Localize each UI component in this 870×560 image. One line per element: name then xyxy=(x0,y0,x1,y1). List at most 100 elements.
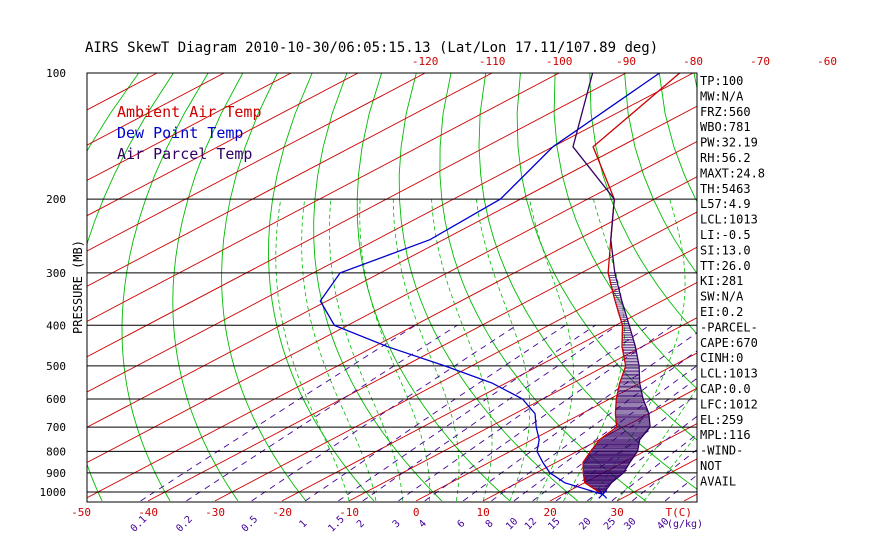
mixing-ratio-tick-label: 10 xyxy=(504,516,520,532)
moist-adiabat xyxy=(275,199,350,502)
isotherm xyxy=(87,73,292,181)
bottom-temp-tick-label: 20 xyxy=(544,506,557,519)
stability-index: KI:281 xyxy=(700,274,743,288)
moist-adiabat xyxy=(529,199,574,502)
dry-adiabat xyxy=(356,73,511,502)
bottom-temp-tick-label: -10 xyxy=(339,506,359,519)
top-temp-tick-label: -110 xyxy=(479,55,506,68)
dry-adiabat xyxy=(833,73,870,501)
mixing-ratio-tick-label: 30 xyxy=(622,516,638,532)
mixing-ratio-tick-label: 4 xyxy=(417,518,429,530)
stability-index: LI:-0.5 xyxy=(700,228,751,242)
top-temp-tick-label: -60 xyxy=(817,55,837,68)
isotherm xyxy=(214,246,697,502)
dewpoint-profile-line xyxy=(319,73,660,496)
dry-adiabat xyxy=(763,73,870,501)
bottom-temp-tick-label: -30 xyxy=(205,506,225,519)
isotherm xyxy=(87,73,560,322)
pressure-tick-label: 300 xyxy=(46,267,66,280)
isotherm xyxy=(751,73,870,501)
mixing-ratio-tick-label: 12 xyxy=(523,516,539,532)
pressure-tick-label: 500 xyxy=(46,360,66,373)
dry-adiabat xyxy=(121,73,209,502)
mixing-ratio-line xyxy=(424,324,674,502)
isotherm xyxy=(87,105,697,428)
stability-index: TH:5463 xyxy=(700,182,751,196)
dry-adiabat xyxy=(398,73,578,502)
surface-marker xyxy=(598,489,608,499)
stability-index: NOT xyxy=(700,459,722,473)
dry-adiabat xyxy=(658,73,697,203)
top-temp-tick-label: -90 xyxy=(616,55,636,68)
top-temp-tick-label: -70 xyxy=(750,55,770,68)
pressure-tick-label: 900 xyxy=(46,467,66,480)
mixing-ratio-line xyxy=(398,324,650,502)
top-temp-tick-label: -120 xyxy=(412,55,439,68)
isotherm xyxy=(281,282,697,502)
stability-index: SI:13.0 xyxy=(700,243,751,257)
stability-index: MAXT:24.8 xyxy=(700,166,765,180)
legend-parcel: Air Parcel Temp xyxy=(117,145,252,163)
stability-index: -PARCEL- xyxy=(700,320,758,334)
isotherm xyxy=(549,423,697,502)
pressure-tick-label: 1000 xyxy=(40,486,67,499)
top-temp-tick-label: -80 xyxy=(683,55,703,68)
plot-frame xyxy=(86,72,698,503)
bottom-temp-tick-label: 10 xyxy=(477,506,490,519)
stability-index: WBO:781 xyxy=(700,120,751,134)
mixing-ratio-tick-label: 1 xyxy=(298,518,310,530)
isotherm xyxy=(482,387,697,502)
bottom-temp-tick-label: -50 xyxy=(71,506,91,519)
pressure-tick-label: 400 xyxy=(46,319,66,332)
stability-index: LCL:1013 xyxy=(700,367,758,381)
isotherm xyxy=(87,73,359,217)
stability-index: CAP:0.0 xyxy=(700,382,751,396)
isotherm xyxy=(87,140,697,464)
isotherm xyxy=(818,73,870,501)
mixing-ratio-unit: (g/kg) xyxy=(667,519,703,530)
legend-temp: Ambient Air Temp xyxy=(117,103,262,121)
stability-index: MPL:116 xyxy=(700,428,751,442)
stability-index: CINH:0 xyxy=(700,351,743,365)
mixing-ratio-line xyxy=(513,365,697,502)
moist-adiabat xyxy=(392,199,460,501)
stability-index: EI:0.2 xyxy=(700,305,743,319)
mixing-ratio-tick-label: 0.2 xyxy=(174,514,195,535)
legend-dew: Dew Point Temp xyxy=(117,124,243,142)
stability-index: MW:N/A xyxy=(700,89,744,103)
stability-index: -WIND- xyxy=(700,444,743,458)
isotherm xyxy=(87,73,627,358)
isotherm xyxy=(147,211,697,502)
stability-index: L57:4.9 xyxy=(700,197,751,211)
parcel-profile-line xyxy=(572,73,651,495)
stability-index: SW:N/A xyxy=(700,290,744,304)
pressure-tick-label: 700 xyxy=(46,421,66,434)
mixing-ratio-line xyxy=(251,324,517,502)
stability-index: TP:100 xyxy=(700,74,743,88)
moist-adiabat xyxy=(475,199,531,502)
moist-adiabat xyxy=(328,199,404,501)
stability-index: AVAIL xyxy=(700,474,736,488)
stability-index: CAPE:670 xyxy=(700,336,758,350)
mixing-ratio-tick-label: 2 xyxy=(355,518,367,530)
dry-adiabat xyxy=(553,73,697,390)
mixing-ratio-tick-label: 3 xyxy=(391,518,403,530)
isotherm xyxy=(87,73,225,146)
dry-adiabat xyxy=(87,73,174,502)
pressure-tick-label: 200 xyxy=(46,193,66,206)
bottom-temp-tick-label: -40 xyxy=(138,506,158,519)
stability-index: PW:32.19 xyxy=(700,136,758,150)
isotherm xyxy=(348,317,697,502)
legend: Ambient Air Temp Dew Point Temp Air Parc… xyxy=(117,103,262,163)
stability-index: RH:56.2 xyxy=(700,151,751,165)
pressure-tick-label: 800 xyxy=(46,445,66,458)
bottom-temp-unit: T(C) xyxy=(666,506,693,519)
pressure-tick-label: 600 xyxy=(46,393,66,406)
isotherm xyxy=(87,73,426,252)
isotherm xyxy=(87,176,697,499)
top-temp-tick-label: -100 xyxy=(546,55,573,68)
moist-adiabat xyxy=(431,199,493,502)
mixing-ratio-line xyxy=(587,415,697,502)
moist-adiabat xyxy=(301,199,377,501)
